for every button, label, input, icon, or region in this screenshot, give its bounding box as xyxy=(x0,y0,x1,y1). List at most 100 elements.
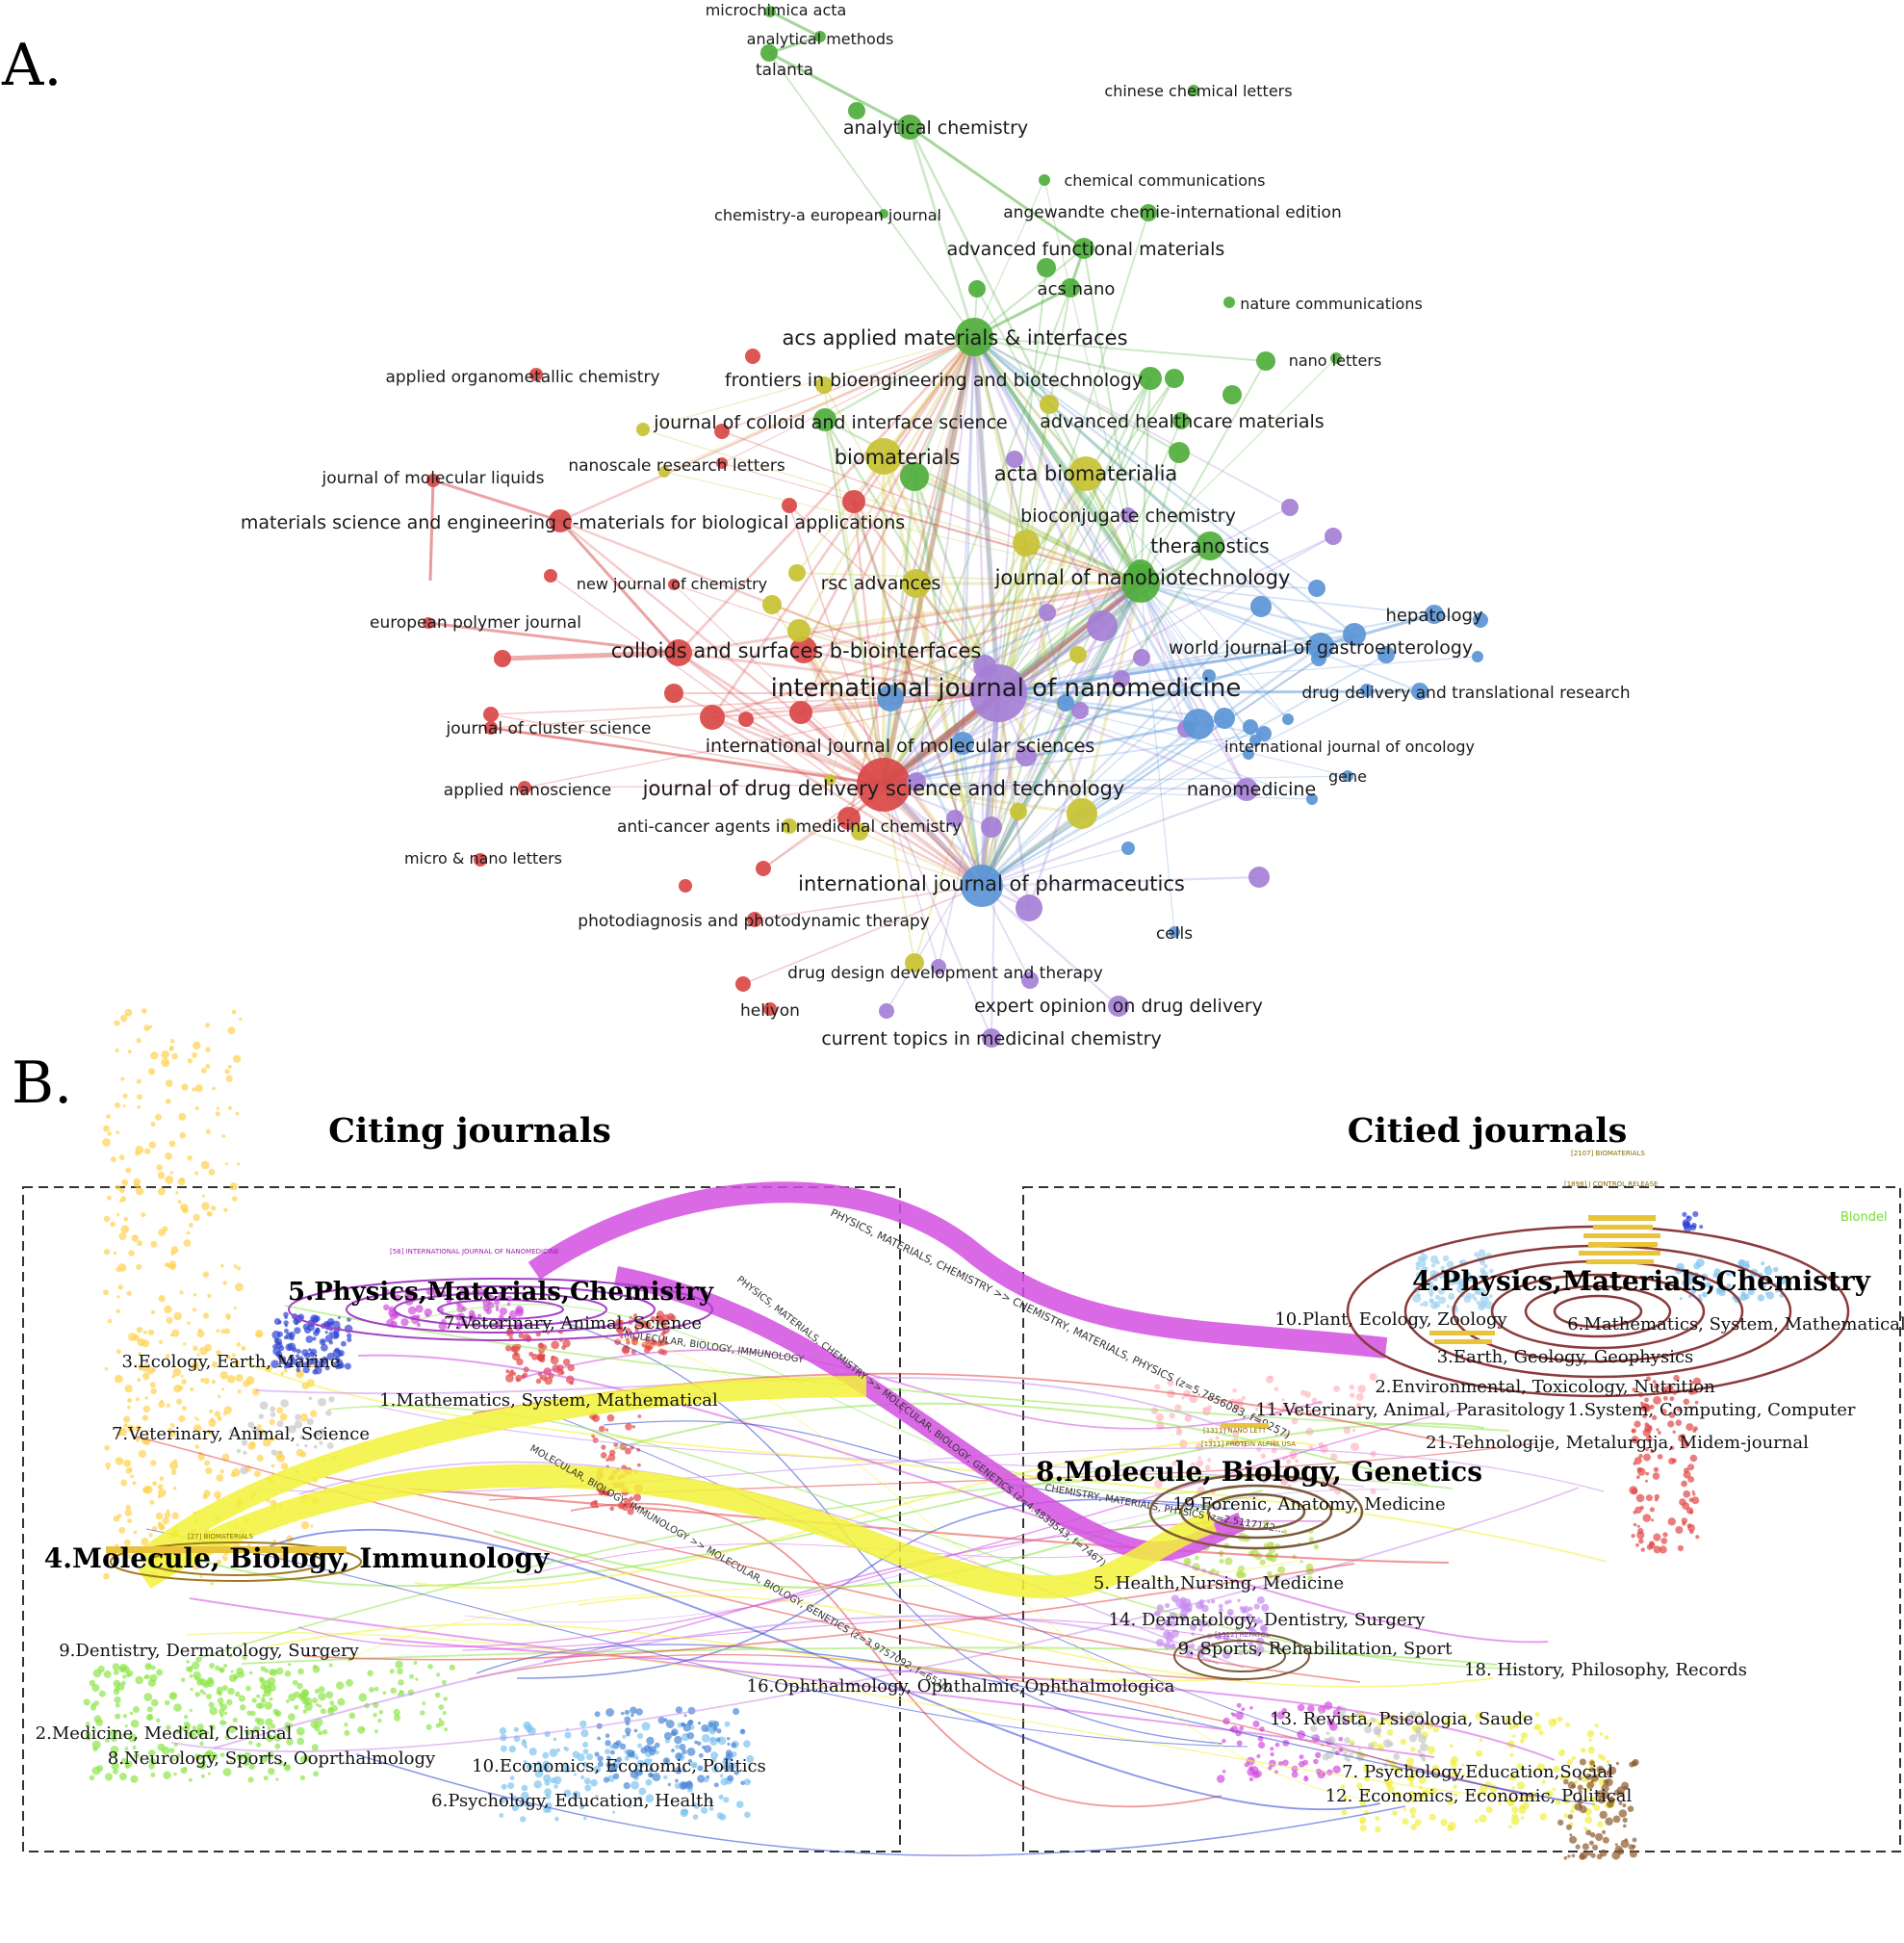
journal-point xyxy=(173,1311,182,1321)
journal-point xyxy=(208,1701,215,1708)
journal-point xyxy=(270,1360,279,1368)
network-edge xyxy=(882,455,1000,694)
journal-point xyxy=(104,1249,111,1256)
tag-biomaterials-citing: [27] BIOMATERIALS xyxy=(188,1533,254,1541)
journal-point xyxy=(1623,1824,1627,1828)
journal-point xyxy=(201,1194,206,1198)
journal-point xyxy=(260,1683,267,1690)
journal-point xyxy=(1615,1761,1619,1766)
journal-point xyxy=(334,1347,341,1354)
label-advanced-healthcare-materials: advanced healthcare materials xyxy=(1040,411,1324,432)
journal-point xyxy=(1606,1760,1610,1765)
journal-point xyxy=(468,1309,476,1317)
journal-point xyxy=(232,1717,238,1723)
network-edge xyxy=(502,650,680,661)
journal-point xyxy=(496,1308,500,1312)
journal-point xyxy=(169,1038,175,1044)
citing-cluster-1-mathematics-system-mathematical: 1.Mathematics, System, Mathematical xyxy=(379,1390,718,1411)
journal-point xyxy=(716,1728,722,1734)
journal-point xyxy=(1563,1856,1568,1860)
journal-point xyxy=(223,1664,228,1669)
citation-flow xyxy=(355,1753,1406,1856)
journal-point xyxy=(679,1744,686,1750)
journal-point xyxy=(1435,1259,1440,1265)
journal-point xyxy=(1476,1300,1480,1305)
journal-point xyxy=(1204,1464,1211,1471)
journal-point xyxy=(260,1755,269,1764)
journal-point xyxy=(1350,1719,1354,1723)
journal-point xyxy=(1241,1616,1248,1622)
network-edge xyxy=(973,336,1289,720)
journal-point xyxy=(1553,1765,1560,1773)
journal-point xyxy=(168,1048,173,1051)
journal-point xyxy=(192,1562,200,1570)
network-edge xyxy=(889,582,1142,700)
label-current-topics-in-medicinal-chemistry: current topics in medicinal chemistry xyxy=(821,1028,1161,1049)
journal-point xyxy=(681,1808,688,1816)
journal-point xyxy=(636,1732,644,1740)
journal-point xyxy=(1645,1436,1653,1443)
node-yellow xyxy=(1069,646,1087,663)
journal-point xyxy=(1164,1619,1171,1626)
journal-point xyxy=(1244,1762,1249,1768)
node-chemical-communications xyxy=(1039,174,1050,186)
journal-point xyxy=(1476,1749,1483,1757)
journal-point xyxy=(320,1708,326,1715)
journal-point xyxy=(276,1420,284,1428)
journal-point xyxy=(160,1399,164,1404)
journal-point xyxy=(193,1424,202,1433)
journal-point xyxy=(219,1720,226,1726)
journal-point xyxy=(200,1378,205,1383)
journal-point xyxy=(544,1779,551,1786)
journal-point xyxy=(115,1702,120,1708)
network-edge xyxy=(803,648,999,695)
journal-point xyxy=(1586,1781,1594,1789)
network-edge xyxy=(824,335,975,422)
journal-point xyxy=(288,1713,296,1722)
label-biomaterials: biomaterials xyxy=(835,446,961,469)
journal-point xyxy=(217,1697,224,1704)
label-nano-letters: nano letters xyxy=(1289,351,1382,370)
journal-point xyxy=(200,1774,205,1778)
journal-point xyxy=(574,1773,577,1776)
journal-point xyxy=(294,1420,302,1429)
journal-point xyxy=(434,1692,441,1698)
journal-point xyxy=(417,1323,421,1327)
journal-point xyxy=(242,1654,247,1661)
journal-point xyxy=(148,1141,156,1149)
journal-point xyxy=(713,1782,719,1788)
journal-point xyxy=(170,1469,177,1475)
journal-point xyxy=(199,1574,203,1578)
journal-point xyxy=(248,1671,253,1675)
node-applied-organometallic-chemistry xyxy=(529,368,543,381)
node-blue xyxy=(877,685,904,712)
citation-flow xyxy=(212,1615,1220,1749)
journal-point xyxy=(89,1775,95,1781)
journal-point xyxy=(1167,1379,1174,1386)
journal-point xyxy=(1185,1560,1190,1565)
journal-point xyxy=(124,1509,132,1516)
node-blue xyxy=(1472,651,1483,662)
journal-point xyxy=(625,1727,631,1734)
network-edge xyxy=(721,336,975,464)
network-edge xyxy=(981,726,1251,887)
node-purple xyxy=(1016,745,1037,766)
journal-point xyxy=(316,1703,320,1707)
node-purple xyxy=(1021,972,1039,989)
network-edge xyxy=(823,419,886,786)
journal-point xyxy=(283,1320,289,1326)
journal-point xyxy=(1216,1775,1225,1783)
journal-point xyxy=(1281,1403,1290,1412)
journal-point xyxy=(330,1704,338,1712)
journal-point xyxy=(535,1378,542,1385)
network-edge xyxy=(981,403,1050,887)
journal-point xyxy=(245,1685,251,1692)
journal-point xyxy=(1299,1560,1303,1564)
journal-point xyxy=(1241,1442,1247,1448)
journal-point xyxy=(247,1441,256,1450)
journal-point xyxy=(202,1271,209,1278)
journal-point xyxy=(601,1444,606,1450)
journal-point xyxy=(1652,1472,1660,1480)
journal-point xyxy=(181,1726,186,1731)
journal-point xyxy=(625,1328,631,1334)
